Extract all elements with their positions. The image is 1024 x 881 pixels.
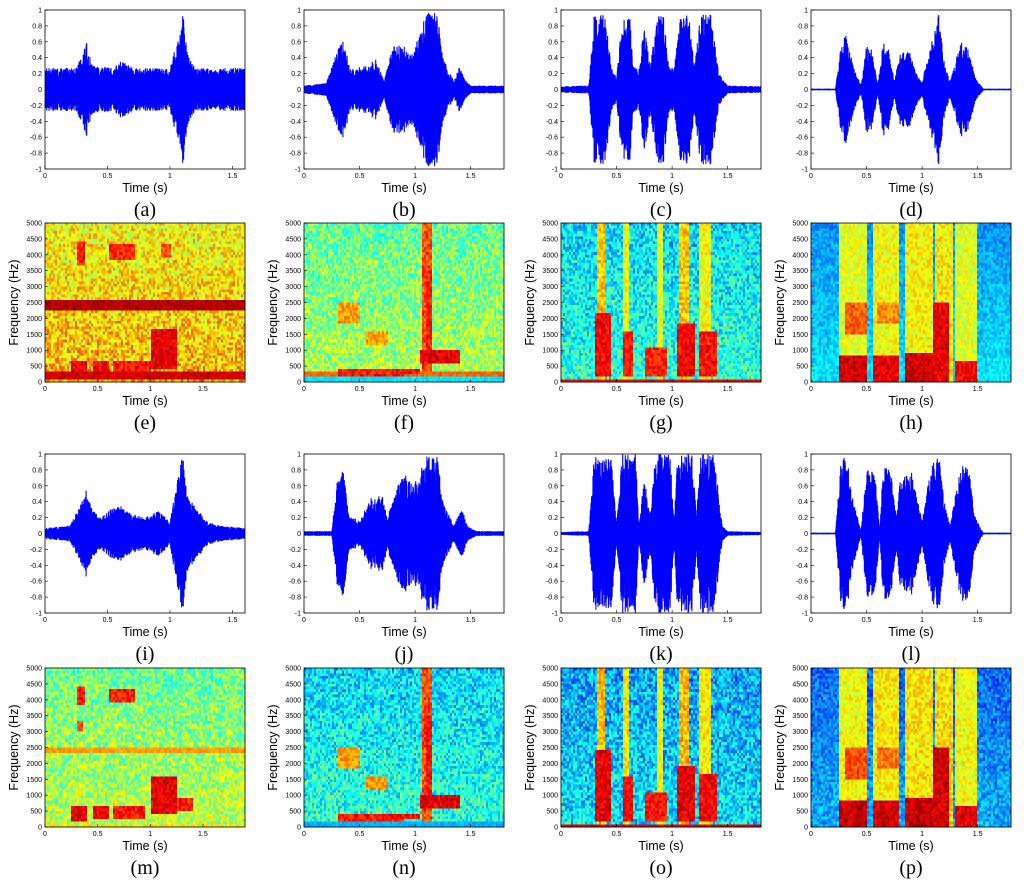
y-tick-label: 0.2	[548, 71, 558, 78]
y-tick-label: -0.2	[30, 103, 42, 110]
y-tick-label: 0.6	[548, 39, 558, 46]
y-tick-label: -0.2	[546, 103, 558, 110]
x-tick-label: 1.5	[228, 173, 238, 180]
panel-label: (b)	[392, 199, 415, 221]
y-tick-label: 0	[804, 87, 808, 94]
waveform-trace	[304, 13, 504, 166]
y-tick-label: 0.8	[798, 23, 808, 30]
x-tick-label: 1.5	[723, 173, 733, 180]
y-tick-label: -0.8	[796, 151, 808, 158]
x-tick-label: 0	[809, 173, 813, 180]
y-tick-label: -0.2	[289, 103, 301, 110]
y-tick-label: -0.4	[30, 119, 42, 126]
y-tick-label: -0.6	[289, 135, 301, 142]
panel-label: (c)	[650, 199, 672, 221]
y-tick-label: 0.8	[32, 23, 42, 30]
waveform-panel-c: 0 0.5 1 1.5 -1 -0.8 -0.6 -0.4 -0.2 0 0.2 0.4 0.6 0.8 1…	[546, 8, 761, 222]
x-tick-label: 1	[168, 173, 172, 180]
x-tick-label: 1.5	[466, 173, 476, 180]
x-tick-label: 0	[302, 173, 306, 180]
x-tick-label: 0.5	[612, 173, 622, 180]
y-tick-label: 0.4	[548, 55, 558, 62]
y-tick-label: -1	[802, 167, 808, 174]
y-tick-label: -0.8	[289, 151, 301, 158]
x-tick-label: 0.5	[862, 173, 872, 180]
y-tick-label: -0.6	[546, 135, 558, 142]
y-tick-label: 1	[554, 8, 558, 15]
y-tick-label: 0	[297, 87, 301, 94]
y-tick-label: 0.4	[32, 55, 42, 62]
panel-label: (a)	[134, 199, 156, 221]
waveform-panel-b: 0 0.5 1 1.5 -1 -0.8 -0.6 -0.4 -0.2 0 0.2 0.4 0.6 0.8 1…	[289, 8, 504, 222]
y-tick-label: -0.8	[546, 151, 558, 158]
x-tick-label: 1	[670, 173, 674, 180]
x-tick-label: 0	[559, 173, 563, 180]
y-tick-label: 0.6	[798, 39, 808, 46]
y-tick-label: 0.8	[548, 23, 558, 30]
y-tick-label: 0.8	[291, 23, 301, 30]
y-tick-label: -0.6	[30, 135, 42, 142]
waveform-trace	[561, 15, 761, 164]
y-tick-label: 0.2	[291, 71, 301, 78]
y-tick-label: -0.4	[289, 119, 301, 126]
y-tick-label: 0.6	[291, 39, 301, 46]
y-tick-label: 1	[297, 8, 301, 15]
x-axis-label: Time (s)	[888, 181, 933, 195]
panel-label: (d)	[899, 199, 922, 221]
x-tick-label: 0.5	[103, 173, 113, 180]
y-tick-label: -0.2	[796, 103, 808, 110]
y-tick-label: -0.4	[546, 119, 558, 126]
x-axis-label: Time (s)	[638, 181, 683, 195]
x-axis-label: Time (s)	[122, 181, 167, 195]
y-tick-label: 1	[38, 8, 42, 15]
waveform-trace	[45, 16, 245, 163]
y-tick-label: -0.6	[796, 135, 808, 142]
y-tick-label: 0.4	[291, 55, 301, 62]
y-tick-label: 0.2	[32, 71, 42, 78]
spectrogram-panel-e: 0 0.5 1 1.505001000150020002500300035004000…	[7, 221, 245, 435]
x-tick-label: 1.5	[973, 173, 983, 180]
y-tick-label: 0.6	[32, 39, 42, 46]
x-tick-label: 1	[413, 173, 417, 180]
waveform-panel-a: 0 0.5 1 1.5 -1 -0.8 -0.6 -0.4 -0.2 0 0.2 0.4 0.6 0.8 1…	[30, 8, 245, 222]
spectrogram-cells	[45, 223, 245, 382]
y-tick-label: -0.8	[30, 151, 42, 158]
y-tick-label: 0.4	[798, 55, 808, 62]
y-tick-label: 0	[38, 87, 42, 94]
y-tick-label: 0.2	[798, 71, 808, 78]
y-tick-label: -1	[295, 167, 301, 174]
waveform-trace	[811, 15, 1011, 164]
y-tick-label: 1	[804, 8, 808, 15]
waveform-panel-d: 0 0.5 1 1.5 -1 -0.8 -0.6 -0.4 -0.2 0 0.2 0.4 0.6 0.8 1…	[796, 8, 1011, 222]
x-axis-label: Time (s)	[381, 181, 426, 195]
y-tick-label: -1	[36, 167, 42, 174]
y-tick-label: -1	[552, 167, 558, 174]
y-tick-label: 0	[554, 87, 558, 94]
x-tick-label: 0	[43, 173, 47, 180]
x-tick-label: 0.5	[355, 173, 365, 180]
figure-grid: 0 0.5 1 1.5 -1 -0.8 -0.6 -0.4 -0.2 0 0.2 0.4 0.6 0.8 1…	[0, 0, 1024, 881]
y-tick-label: -0.4	[796, 119, 808, 126]
x-tick-label: 1	[920, 173, 924, 180]
